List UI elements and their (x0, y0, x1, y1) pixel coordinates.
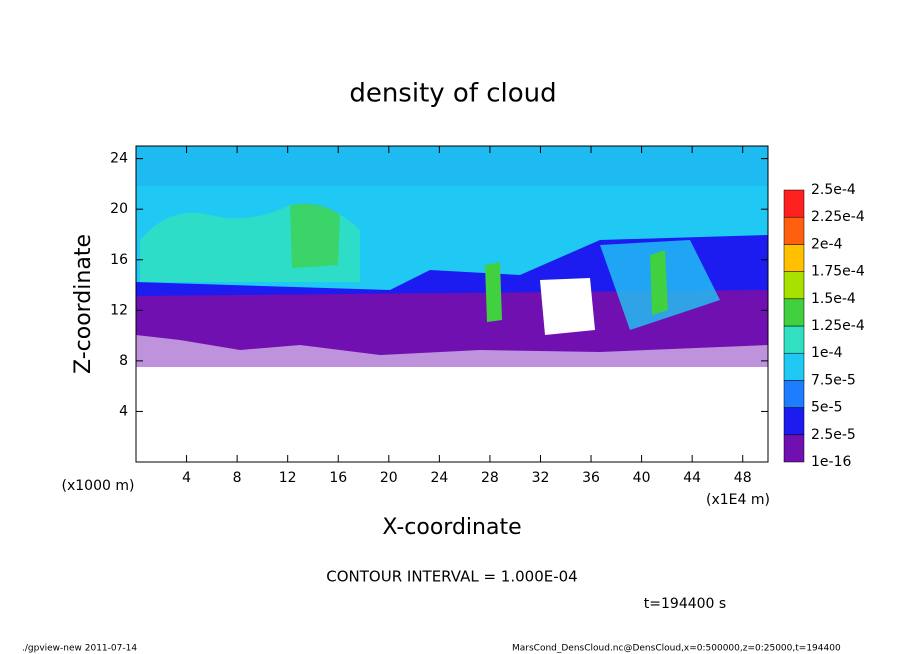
y-tick-label: 8 (119, 353, 128, 369)
contour-interval: CONTOUR INTERVAL = 1.000E-04 (326, 568, 577, 586)
x-tick-label: 20 (380, 470, 398, 486)
colorbar-label: 7.5e-5 (811, 372, 856, 388)
y-tick-label: 12 (110, 302, 128, 318)
x-tick-label: 8 (233, 470, 242, 486)
y-tick-label: 24 (110, 151, 128, 167)
field-region (290, 203, 340, 268)
colorbar-bin (783, 325, 805, 354)
field-region (650, 250, 668, 315)
colorbar-label: 1.5e-4 (811, 291, 856, 307)
x-tick-label: 28 (481, 470, 499, 486)
x-tick-label: 4 (182, 470, 191, 486)
chart-title: density of cloud (349, 79, 556, 109)
x-unit-label: (x1000 m) (62, 478, 135, 494)
x-tick-label: 16 (329, 470, 347, 486)
colorbar-bin (783, 380, 805, 408)
colorbar-bin (783, 352, 805, 381)
colorbar-label: 1e-4 (811, 345, 843, 361)
colorbar-bin (783, 434, 805, 463)
colorbar-label: 2.5e-4 (811, 182, 856, 198)
colorbar-label: 1.25e-4 (811, 318, 865, 334)
x-tick-label: 24 (430, 470, 448, 486)
plot-frame (135, 145, 769, 463)
colorbar-label: 2.25e-4 (811, 209, 865, 225)
x-tick-label: 36 (582, 470, 600, 486)
field-region (540, 278, 595, 335)
colorbar-label: 1.75e-4 (811, 264, 865, 280)
time-label: t=194400 s (644, 596, 726, 612)
x-tick-label: 44 (683, 470, 701, 486)
y-axis-label: Z-coordinate (71, 234, 96, 374)
x-tick-label: 32 (532, 470, 550, 486)
x-tick-label: 12 (279, 470, 297, 486)
y-tick-label: 20 (110, 201, 128, 217)
colorbar-bin (783, 189, 805, 218)
colorbar-bin (783, 244, 805, 272)
colorbar-bin (783, 298, 805, 327)
footer-left: ./gpview-new 2011-07-14 (22, 644, 137, 654)
field (136, 146, 768, 367)
colorbar-label: 2.5e-5 (811, 427, 856, 443)
colorbar-bin (783, 271, 805, 300)
field-region (136, 335, 768, 367)
colorbar-label: 5e-5 (811, 400, 842, 416)
colorbar-label: 1e-16 (811, 454, 851, 470)
field-region (136, 146, 768, 186)
x-unit-label: (x1E4 m) (706, 492, 770, 508)
x-axis-label: X-coordinate (382, 515, 521, 540)
footer-right: MarsCond_DensCloud.nc@DensCloud,x=0:5000… (512, 644, 841, 654)
x-tick-label: 48 (734, 470, 752, 486)
field-region (485, 262, 502, 322)
colorbar-bin (783, 216, 805, 245)
colorbar-label: 2e-4 (811, 236, 843, 252)
x-tick-label: 40 (633, 470, 651, 486)
colorbar-bin (783, 407, 805, 436)
y-tick-label: 4 (119, 403, 128, 419)
y-tick-label: 16 (110, 252, 128, 268)
